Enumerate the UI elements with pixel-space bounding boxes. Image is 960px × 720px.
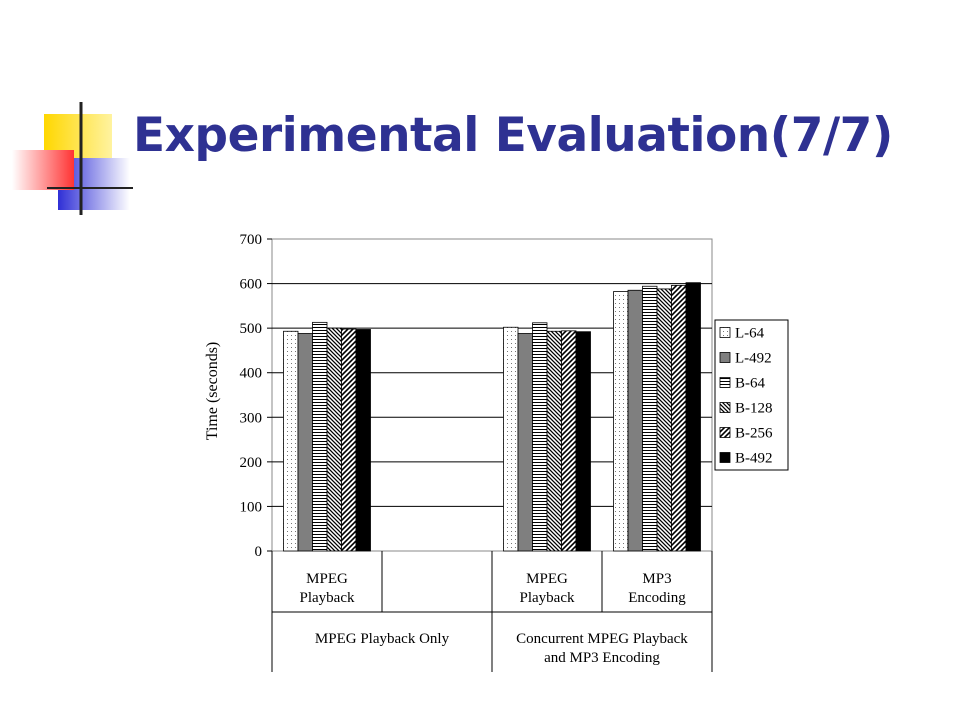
bar-b-256 — [561, 330, 577, 552]
legend-swatch — [719, 352, 731, 363]
bar-b-128 — [326, 327, 342, 552]
legend-swatch — [719, 427, 731, 438]
super-category-label: Concurrent MPEG Playback and MP3 Encoding — [516, 631, 688, 666]
y-axis-title: Time (seconds) — [204, 342, 221, 441]
legend-label: B-492 — [735, 451, 773, 467]
bar-l-64 — [613, 291, 629, 552]
legend-swatch — [719, 377, 731, 388]
super-category-label: MPEG Playback Only — [315, 631, 450, 647]
bar-b-128 — [546, 330, 562, 552]
bar-b-64 — [312, 321, 328, 552]
bar-b-256 — [671, 284, 687, 552]
legend-label: L-64 — [735, 326, 765, 342]
y-tick-label: 500 — [240, 321, 263, 337]
y-tick-label: 600 — [240, 277, 263, 293]
y-tick-label: 400 — [240, 366, 263, 382]
y-tick-label: 300 — [240, 410, 263, 426]
bar-b-256 — [341, 328, 357, 552]
bar-b-128 — [656, 288, 672, 552]
bar-b-492 — [355, 329, 371, 552]
bar-b-492 — [685, 282, 701, 552]
bar-b-64 — [642, 285, 658, 552]
legend-label: L-492 — [735, 351, 772, 367]
category-label: MPEG Playback — [300, 571, 355, 606]
legend-label: B-256 — [735, 426, 773, 442]
bar-l-64 — [283, 330, 299, 552]
bar-l-492 — [627, 289, 643, 552]
slide-decoration — [12, 102, 133, 215]
legend-swatch — [719, 452, 731, 463]
bar-l-492 — [297, 333, 313, 552]
bar-l-64 — [503, 326, 519, 552]
legend-box — [714, 319, 789, 471]
deco-red-square — [12, 150, 74, 190]
bar-b-64 — [532, 322, 548, 552]
legend-swatch — [719, 327, 731, 338]
legend-swatch — [719, 402, 731, 413]
bar-l-492 — [517, 333, 533, 552]
y-tick-label: 200 — [240, 455, 263, 471]
legend-label: B-64 — [735, 376, 766, 392]
y-tick-label: 0 — [255, 544, 263, 560]
bar-chart: Time (seconds) 0 100 200 300 400 500 600 700 L-… — [204, 232, 789, 672]
category-label: MPEG Playback — [520, 571, 575, 606]
legend-label: B-128 — [735, 401, 773, 417]
y-tick-label: 700 — [240, 232, 263, 248]
category-label: MP3 Encoding — [628, 571, 686, 606]
slide-title: Experimental Evaluation(7/7) — [133, 108, 893, 163]
y-tick-label: 100 — [240, 499, 263, 515]
bar-b-492 — [575, 331, 591, 552]
